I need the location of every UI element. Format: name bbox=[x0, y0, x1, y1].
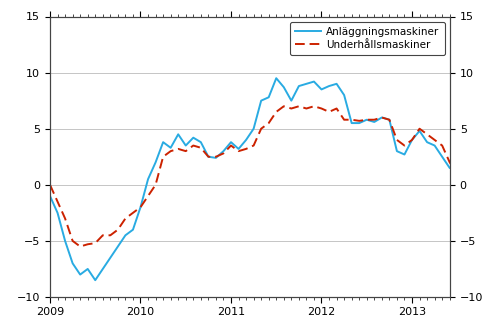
Underhållsmaskiner bbox=[77, 245, 83, 248]
Anläggningsmaskiner bbox=[70, 261, 75, 265]
Underhållsmaskiner bbox=[47, 183, 53, 187]
Underhållsmaskiner bbox=[62, 216, 68, 220]
Anläggningsmaskiner bbox=[62, 239, 68, 243]
Underhållsmaskiner bbox=[470, 177, 476, 181]
Legend: Anläggningsmaskiner, Underhållsmaskiner: Anläggningsmaskiner, Underhållsmaskiner bbox=[290, 22, 445, 55]
Anläggningsmaskiner bbox=[470, 185, 476, 189]
Anläggningsmaskiner bbox=[168, 146, 173, 150]
Anläggningsmaskiner bbox=[92, 278, 98, 282]
Line: Anläggningsmaskiner: Anläggningsmaskiner bbox=[50, 78, 472, 280]
Anläggningsmaskiner bbox=[273, 76, 279, 80]
Anläggningsmaskiner bbox=[236, 147, 242, 151]
Underhållsmaskiner bbox=[356, 119, 362, 123]
Anläggningsmaskiner bbox=[348, 121, 354, 125]
Anläggningsmaskiner bbox=[356, 121, 362, 125]
Underhållsmaskiner bbox=[70, 239, 75, 243]
Anläggningsmaskiner bbox=[47, 194, 53, 198]
Underhållsmaskiner bbox=[236, 149, 242, 153]
Underhållsmaskiner bbox=[281, 104, 287, 108]
Line: Underhållsmaskiner: Underhållsmaskiner bbox=[50, 106, 472, 247]
Underhållsmaskiner bbox=[168, 149, 173, 153]
Underhållsmaskiner bbox=[348, 118, 354, 122]
